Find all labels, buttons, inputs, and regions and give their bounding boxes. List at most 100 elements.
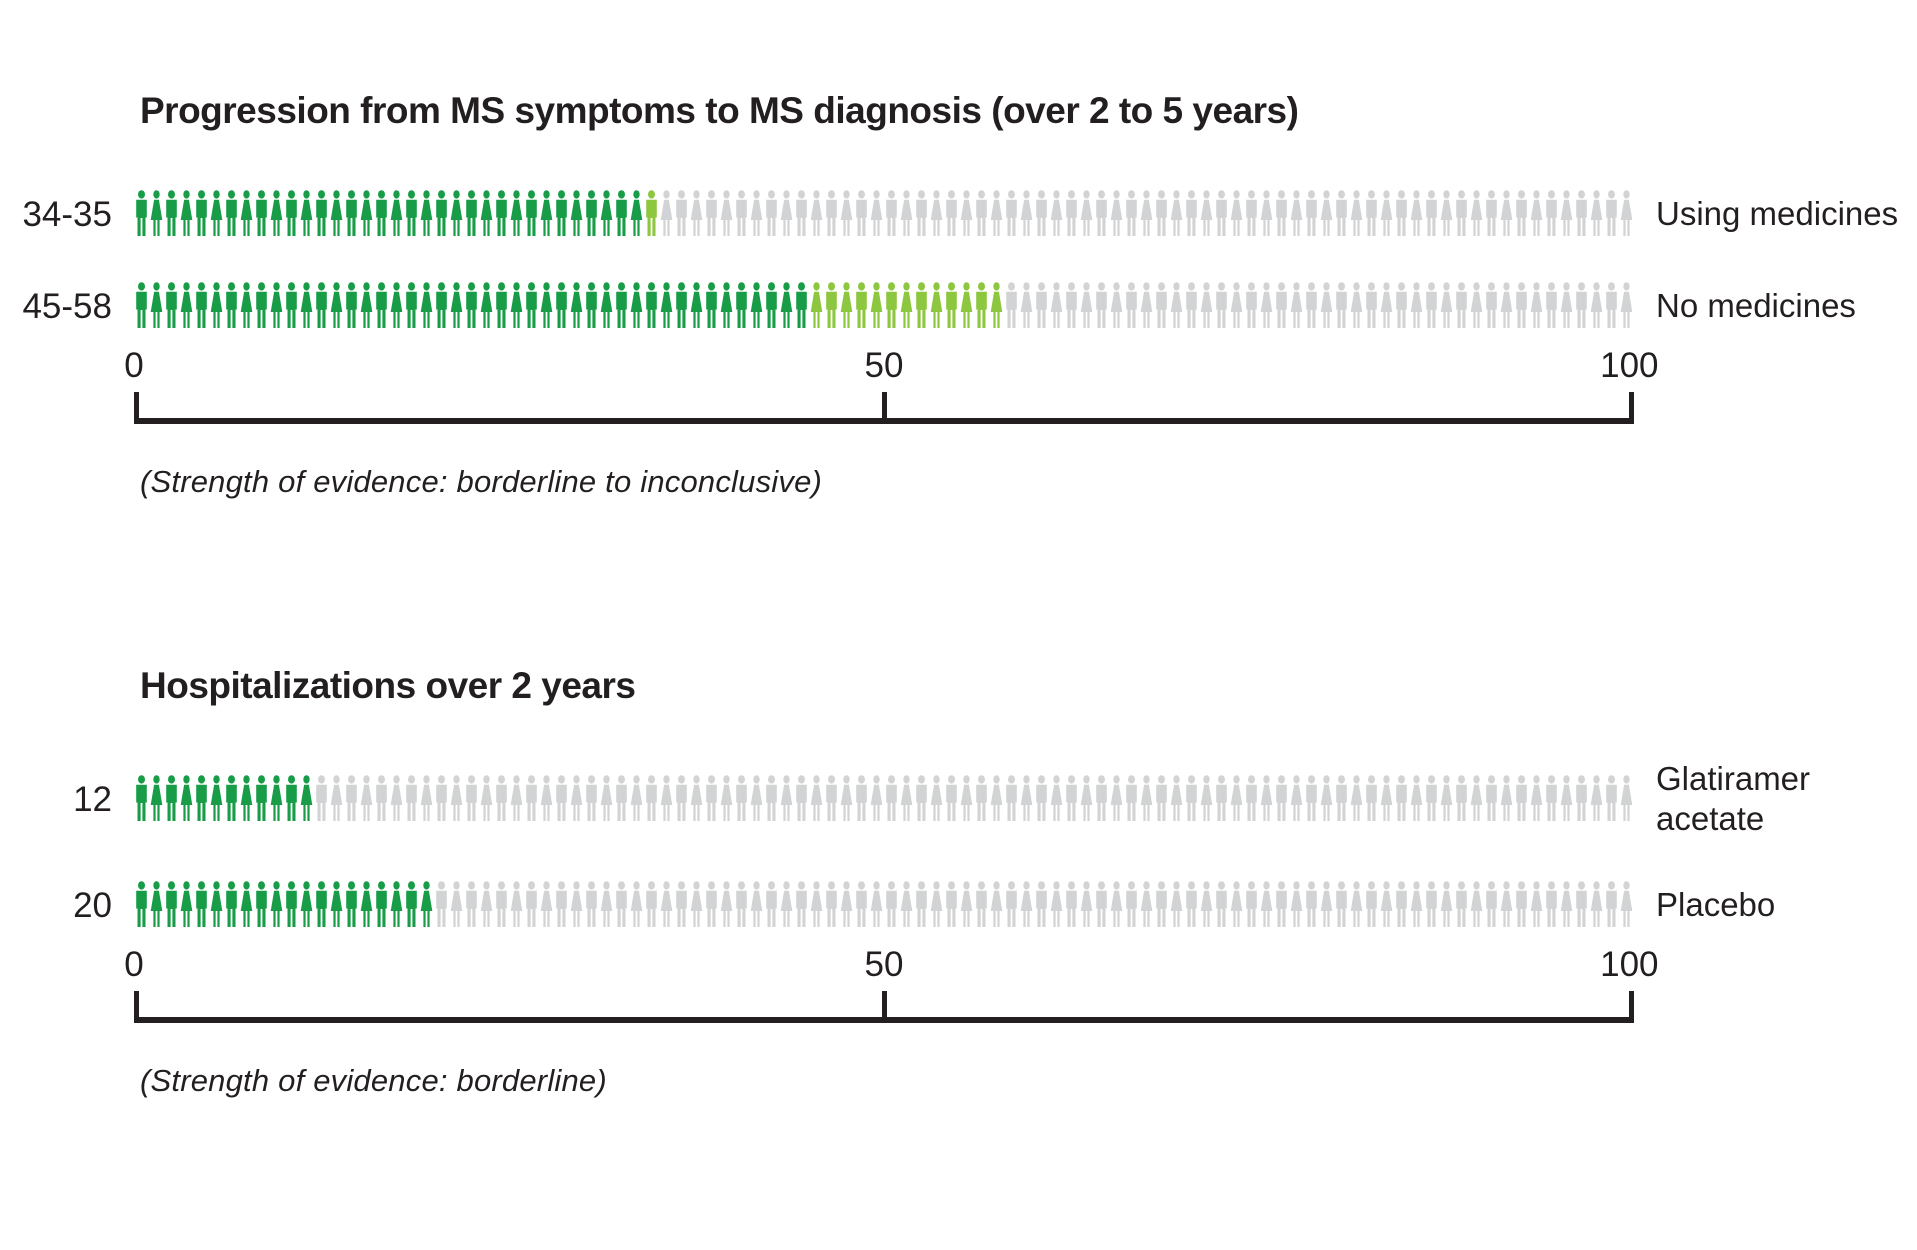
man-person-icon — [676, 282, 687, 328]
woman-person-icon — [1380, 282, 1393, 328]
man-person-icon — [1456, 282, 1467, 328]
woman-person-icon — [1050, 881, 1063, 927]
man-person-icon — [856, 775, 867, 821]
x-axis-labels: 0 50 100 — [124, 945, 1658, 985]
woman-person-icon — [1050, 282, 1063, 328]
man-person-icon — [1006, 775, 1017, 821]
woman-person-icon — [1380, 881, 1393, 927]
woman-person-icon — [1380, 775, 1393, 821]
woman-person-icon — [960, 881, 973, 927]
man-person-icon — [646, 282, 657, 328]
man-person-icon — [256, 775, 267, 821]
man-person-icon — [376, 282, 387, 328]
man-person-icon — [496, 775, 507, 821]
man-person-icon — [1216, 775, 1227, 821]
man-person-icon — [586, 775, 597, 821]
man-person-icon — [1546, 190, 1557, 236]
man-person-icon — [1576, 282, 1587, 328]
man-person-icon — [1336, 190, 1347, 236]
woman-person-icon — [330, 775, 343, 821]
man-person-icon — [226, 190, 237, 236]
woman-person-icon — [750, 190, 763, 236]
woman-person-icon — [270, 881, 283, 927]
pictograph-row-using-medicines: 34-35 Using medicines — [0, 190, 1917, 238]
woman-person-icon — [330, 881, 343, 927]
man-person-icon — [1276, 190, 1287, 236]
man-person-icon — [226, 282, 237, 328]
man-person-icon — [1306, 190, 1317, 236]
woman-person-icon — [570, 881, 583, 927]
axis-tick-mark — [881, 392, 887, 424]
man-person-icon — [916, 881, 927, 927]
woman-person-icon — [1560, 190, 1573, 236]
man-person-icon — [1576, 775, 1587, 821]
man-person-icon — [1156, 775, 1167, 821]
woman-person-icon — [660, 881, 673, 927]
woman-person-icon — [780, 282, 793, 328]
axis-tick-mark — [134, 991, 139, 1023]
woman-person-icon — [150, 881, 163, 927]
man-person-icon — [256, 881, 267, 927]
man-person-icon — [976, 881, 987, 927]
row-value-label: 45-58 — [22, 286, 112, 326]
woman-person-icon — [270, 775, 283, 821]
woman-person-icon — [1380, 190, 1393, 236]
man-person-icon — [766, 881, 777, 927]
woman-person-icon — [690, 282, 703, 328]
man-person-icon — [1306, 282, 1317, 328]
icon-strip — [134, 881, 1634, 929]
man-person-icon — [1516, 775, 1527, 821]
woman-person-icon — [270, 190, 283, 236]
woman-person-icon — [1440, 190, 1453, 236]
woman-person-icon — [630, 282, 643, 328]
man-person-icon — [466, 881, 477, 927]
man-person-icon — [1186, 775, 1197, 821]
man-person-icon — [526, 190, 537, 236]
woman-person-icon — [900, 190, 913, 236]
woman-person-icon — [1260, 190, 1273, 236]
man-person-icon — [886, 881, 897, 927]
woman-person-icon — [960, 775, 973, 821]
woman-person-icon — [210, 881, 223, 927]
woman-person-icon — [1410, 282, 1423, 328]
woman-person-icon — [1140, 881, 1153, 927]
woman-person-icon — [450, 881, 463, 927]
man-person-icon — [706, 282, 717, 328]
row-series-label: Glatiramer acetate — [1656, 760, 1811, 837]
woman-person-icon — [840, 775, 853, 821]
man-person-icon — [286, 190, 297, 236]
man-person-icon — [706, 881, 717, 927]
woman-person-icon — [720, 881, 733, 927]
man-person-icon — [1546, 282, 1557, 328]
man-person-icon — [1306, 775, 1317, 821]
man-person-icon — [1486, 282, 1497, 328]
man-person-icon — [1366, 775, 1377, 821]
man-person-icon — [1396, 775, 1407, 821]
woman-person-icon — [810, 775, 823, 821]
man-person-icon — [856, 881, 867, 927]
man-person-icon — [436, 282, 447, 328]
man-person-icon — [796, 282, 807, 328]
woman-person-icon — [450, 775, 463, 821]
man-person-icon — [1156, 190, 1167, 236]
woman-person-icon — [1230, 775, 1243, 821]
woman-person-icon — [450, 282, 463, 328]
x-axis: 0 50 100 — [124, 346, 1659, 424]
man-person-icon — [286, 881, 297, 927]
man-person-icon — [1486, 190, 1497, 236]
man-person-icon — [286, 282, 297, 328]
woman-person-icon — [1020, 775, 1033, 821]
woman-person-icon — [780, 190, 793, 236]
woman-person-icon — [180, 282, 193, 328]
woman-person-icon — [1500, 775, 1513, 821]
man-person-icon — [406, 282, 417, 328]
woman-person-icon — [1470, 190, 1483, 236]
man-person-icon — [556, 282, 567, 328]
woman-person-icon — [540, 190, 553, 236]
row-series-label: No medicines — [1656, 287, 1856, 324]
man-person-icon — [256, 190, 267, 236]
woman-person-icon — [810, 881, 823, 927]
man-person-icon — [676, 881, 687, 927]
woman-person-icon — [1560, 775, 1573, 821]
woman-person-icon — [420, 775, 433, 821]
